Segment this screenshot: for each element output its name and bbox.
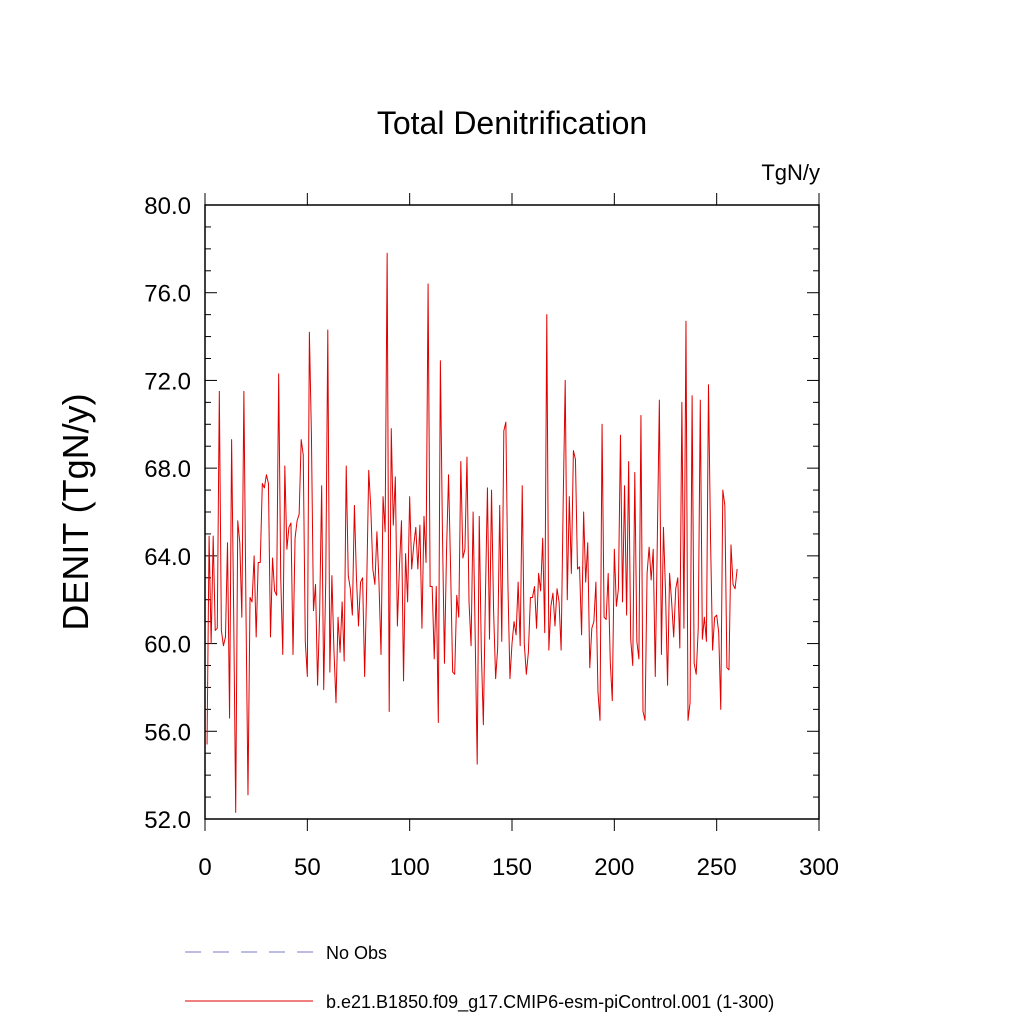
x-tick-label: 300 [799,854,839,881]
plot-frame [204,204,820,820]
y-tick-label: 72.0 [144,368,191,395]
series-line-1 [206,252,738,813]
x-tick-label: 0 [198,854,211,881]
y-tick-label: 68.0 [144,456,191,483]
units-label: TgN/y [761,160,820,185]
y-axis-label: DENIT (TgN/y) [55,393,96,630]
series-layer [206,252,738,813]
x-tick-label: 50 [294,854,321,881]
y-tick-label: 56.0 [144,719,191,746]
x-tick-label: 250 [697,854,737,881]
legend-label-no-obs: No Obs [326,943,387,963]
x-tick-label: 150 [492,854,532,881]
y-tick-label: 76.0 [144,281,191,308]
x-tick-label: 200 [594,854,634,881]
x-tick-label: 100 [390,854,430,881]
x-tick-labels: 0 50 100 150 200 250 300 [198,854,839,881]
y-tick-label: 52.0 [144,807,191,834]
y-tick-label: 60.0 [144,632,191,659]
legend-label-control-run: b.e21.B1850.f09_g17.CMIP6-esm-piControl.… [326,992,774,1013]
y-tick-label: 64.0 [144,544,191,571]
y-tick-label: 80.0 [144,193,191,220]
legend: No Obs b.e21.B1850.f09_g17.CMIP6-esm-piC… [185,943,774,1013]
chart-title: Total Denitrification [377,105,647,141]
axis-ticks [204,193,820,831]
y-tick-labels: 52.0 56.0 60.0 64.0 68.0 72.0 76.0 80.0 [144,193,191,834]
